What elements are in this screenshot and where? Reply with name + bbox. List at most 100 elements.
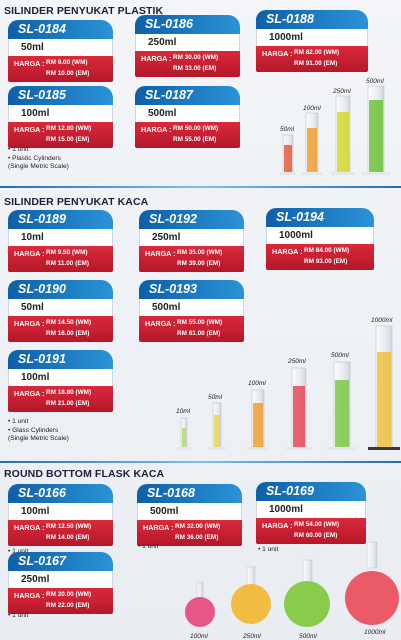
price-wm: RM 55.00 (WM) xyxy=(177,319,223,326)
product-code: SL-0188 xyxy=(256,10,368,29)
price-wm: RM 50.00 (WM) xyxy=(173,125,219,132)
product-card-sl-0186[interactable]: SL-0186 250ml HARGA : RM 30.00 (WM) RM 3… xyxy=(135,15,240,77)
product-card-sl-0168[interactable]: SL-0168 500ml HARGA : RM 32.00 (WM) RM 3… xyxy=(137,484,242,546)
price-box: HARGA : RM 82.00 (WM) RM 91.00 (EM) xyxy=(256,46,368,72)
product-capacity: 1000ml xyxy=(256,29,368,46)
round-flask-1000ml-icon xyxy=(345,541,399,625)
note-line: • Plastic Cylinders xyxy=(8,154,61,162)
product-capacity: 500ml xyxy=(137,503,242,520)
round-flask-250ml-icon xyxy=(231,566,271,624)
image-label: 1000ml xyxy=(371,317,393,324)
price-label: HARGA : xyxy=(145,249,176,258)
product-card-sl-0167[interactable]: SL-0167 250ml HARGA : RM 20.00 (WM) RM 2… xyxy=(8,552,113,614)
price-box: HARGA : RM 18.80 (WM) RM 21.00 (EM) xyxy=(8,386,113,412)
price-box: HARGA : RM 9.50 (WM) RM 11.00 (EM) xyxy=(8,246,113,272)
image-label: 50ml xyxy=(280,126,295,133)
price-em: RM 36.00 (EM) xyxy=(175,534,219,541)
price-box: HARGA : RM 55.00 (WM) RM 61.00 (EM) xyxy=(139,316,244,342)
product-card-sl-0187[interactable]: SL-0187 500ml HARGA : RM 50.00 (WM) RM 5… xyxy=(135,86,240,148)
section-divider xyxy=(0,461,401,463)
price-label: HARGA : xyxy=(141,125,172,134)
price-wm: RM 35.00 (WM) xyxy=(177,249,223,256)
product-card-sl-0189[interactable]: SL-0189 10ml HARGA : RM 9.50 (WM) RM 11.… xyxy=(8,210,113,272)
product-capacity: 10ml xyxy=(8,229,113,246)
product-code: SL-0166 xyxy=(8,484,113,503)
unit-note: • 1 unit xyxy=(8,548,28,557)
product-card-sl-0185[interactable]: SL-0185 100ml HARGA : RM 12.80 (WM) RM 1… xyxy=(8,86,113,148)
product-capacity: 1000ml xyxy=(256,501,366,518)
image-label: 500ml xyxy=(299,633,317,640)
image-label: 250ml xyxy=(287,358,306,365)
product-card-sl-0184[interactable]: SL-0184 50ml HARGA : RM 9.00 (WM) RM 10.… xyxy=(8,20,113,82)
glass-cylinder-1000ml-icon xyxy=(368,325,400,450)
product-code: SL-0184 xyxy=(8,20,113,39)
glass-cylinder-250ml-icon xyxy=(286,367,312,450)
product-card-sl-0190[interactable]: SL-0190 50ml HARGA : RM 14.50 (WM) RM 16… xyxy=(8,280,113,342)
round-flask-500ml-icon xyxy=(284,559,330,627)
price-wm: RM 9.00 (WM) xyxy=(46,59,88,66)
image-label: 1000ml xyxy=(364,629,386,636)
price-label: HARGA : xyxy=(272,247,303,256)
section-note-glass: • 1 unit • Glass Cylinders (Single Metri… xyxy=(8,418,69,444)
price-box: HARGA : RM 84.00 (WM) RM 93.00 (EM) xyxy=(266,244,374,270)
price-em: RM 91.00 (EM) xyxy=(294,60,338,67)
price-label: HARGA : xyxy=(14,249,45,258)
price-box: HARGA : RM 30.00 (WM) RM 33.00 (EM) xyxy=(135,51,240,77)
product-card-sl-0193[interactable]: SL-0193 500ml HARGA : RM 55.00 (WM) RM 6… xyxy=(139,280,244,342)
price-box: HARGA : RM 50.00 (WM) RM 55.00 (EM) xyxy=(135,122,240,148)
price-box: HARGA : RM 9.00 (WM) RM 10.00 (EM) xyxy=(8,56,113,82)
product-code: SL-0187 xyxy=(135,86,240,105)
price-em: RM 55.00 (EM) xyxy=(173,136,217,143)
product-capacity: 500ml xyxy=(135,105,240,122)
product-code: SL-0186 xyxy=(135,15,240,34)
price-label: HARGA : xyxy=(262,521,293,530)
price-wm: RM 9.50 (WM) xyxy=(46,249,88,256)
price-wm: RM 82.00 (WM) xyxy=(294,49,340,56)
price-em: RM 11.00 (EM) xyxy=(46,260,89,267)
price-em: RM 39.00 (EM) xyxy=(177,260,221,267)
price-label: HARGA : xyxy=(145,319,176,328)
product-code: SL-0167 xyxy=(8,552,113,571)
product-capacity: 250ml xyxy=(8,571,113,588)
product-capacity: 100ml xyxy=(8,369,113,386)
price-wm: RM 12.80 (WM) xyxy=(46,125,92,132)
product-card-sl-0188[interactable]: SL-0188 1000ml HARGA : RM 82.00 (WM) RM … xyxy=(256,10,368,72)
product-capacity: 100ml xyxy=(8,105,113,122)
plastic-cylinder-500ml-icon xyxy=(362,85,390,175)
round-flask-100ml-icon xyxy=(185,581,215,627)
product-code: SL-0168 xyxy=(137,484,242,503)
section-note-plastic: • 1 unit • Plastic Cylinders (Single Met… xyxy=(8,146,69,172)
price-em: RM 15.00 (EM) xyxy=(46,136,90,143)
product-capacity: 100ml xyxy=(8,503,113,520)
product-code: SL-0189 xyxy=(8,210,113,229)
unit-note: • 1 unit xyxy=(258,546,279,553)
product-card-sl-0166[interactable]: SL-0166 100ml HARGA : RM 12.50 (WM) RM 1… xyxy=(8,484,113,546)
image-label: 100ml xyxy=(303,105,321,112)
image-label: 100ml xyxy=(190,633,208,640)
price-em: RM 10.00 (EM) xyxy=(46,70,90,77)
price-em: RM 60.00 (EM) xyxy=(294,532,338,539)
price-label: HARGA : xyxy=(14,125,45,134)
section-title-glass: SILINDER PENYUKAT KACA xyxy=(4,196,149,208)
price-em: RM 21.00 (EM) xyxy=(46,400,90,407)
product-card-sl-0191[interactable]: SL-0191 100ml HARGA : RM 18.80 (WM) RM 2… xyxy=(8,350,113,412)
price-em: RM 93.00 (EM) xyxy=(304,258,348,265)
price-label: HARGA : xyxy=(141,54,172,63)
price-wm: RM 32.00 (WM) xyxy=(175,523,221,530)
product-card-sl-0194[interactable]: SL-0194 1000ml HARGA : RM 84.00 (WM) RM … xyxy=(266,208,374,270)
price-em: RM 16.00 (EM) xyxy=(46,330,90,337)
glass-cylinder-500ml-icon xyxy=(327,361,357,450)
price-wm: RM 54.00 (WM) xyxy=(294,521,340,528)
glass-cylinder-10ml-icon xyxy=(177,417,191,450)
image-label: 100ml xyxy=(248,380,266,387)
note-line: • 1 unit xyxy=(8,418,29,425)
price-wm: RM 20.00 (WM) xyxy=(46,591,92,598)
price-em: RM 22.00 (EM) xyxy=(46,602,90,609)
product-code: SL-0190 xyxy=(8,280,113,299)
product-card-sl-0169[interactable]: SL-0169 1000ml HARGA : RM 54.00 (WM) RM … xyxy=(256,482,366,544)
note-line: • Glass Cylinders xyxy=(8,426,59,434)
unit-note: • 1 unit xyxy=(138,543,159,550)
price-label: HARGA : xyxy=(143,523,174,532)
product-card-sl-0192[interactable]: SL-0192 250ml HARGA : RM 35.00 (WM) RM 3… xyxy=(139,210,244,272)
